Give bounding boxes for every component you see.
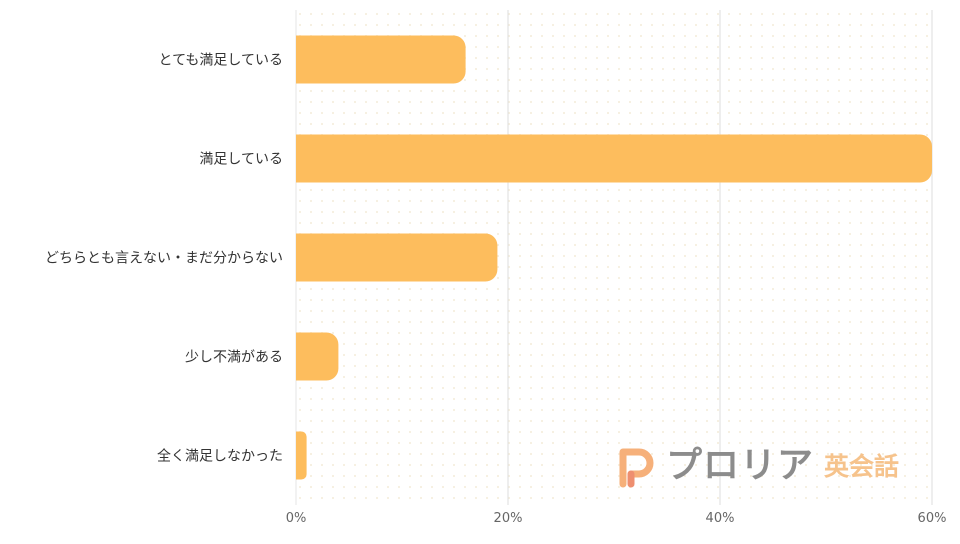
proria-logo-icon xyxy=(619,448,654,488)
category-label: 全く満足しなかった xyxy=(157,448,283,465)
x-tick-labels: 0% 20% 40% 60% xyxy=(286,511,947,526)
category-label: 満足している xyxy=(199,152,283,168)
bar xyxy=(296,233,498,282)
bars xyxy=(296,35,932,480)
watermark: プロリア 英会話 xyxy=(616,444,899,488)
category-label: どちらとも言えない・まだ分からない xyxy=(45,251,283,267)
category-label: 少し不満がある xyxy=(185,350,283,366)
x-tick-label: 60% xyxy=(918,511,947,526)
bar xyxy=(296,332,339,381)
x-tick-label: 40% xyxy=(706,511,735,526)
x-tick-label: 20% xyxy=(494,511,523,526)
gridlines xyxy=(295,10,933,505)
watermark-sub: 英会話 xyxy=(824,451,900,481)
x-tick-label: 0% xyxy=(286,511,307,526)
bar xyxy=(296,431,307,480)
bar xyxy=(296,134,932,183)
watermark-brand: プロリア xyxy=(666,445,815,486)
category-label: とても満足している xyxy=(159,53,283,69)
bar xyxy=(296,35,466,84)
category-labels: とても満足している満足しているどちらとも言えない・まだ分からない少し不満がある全… xyxy=(45,53,283,465)
